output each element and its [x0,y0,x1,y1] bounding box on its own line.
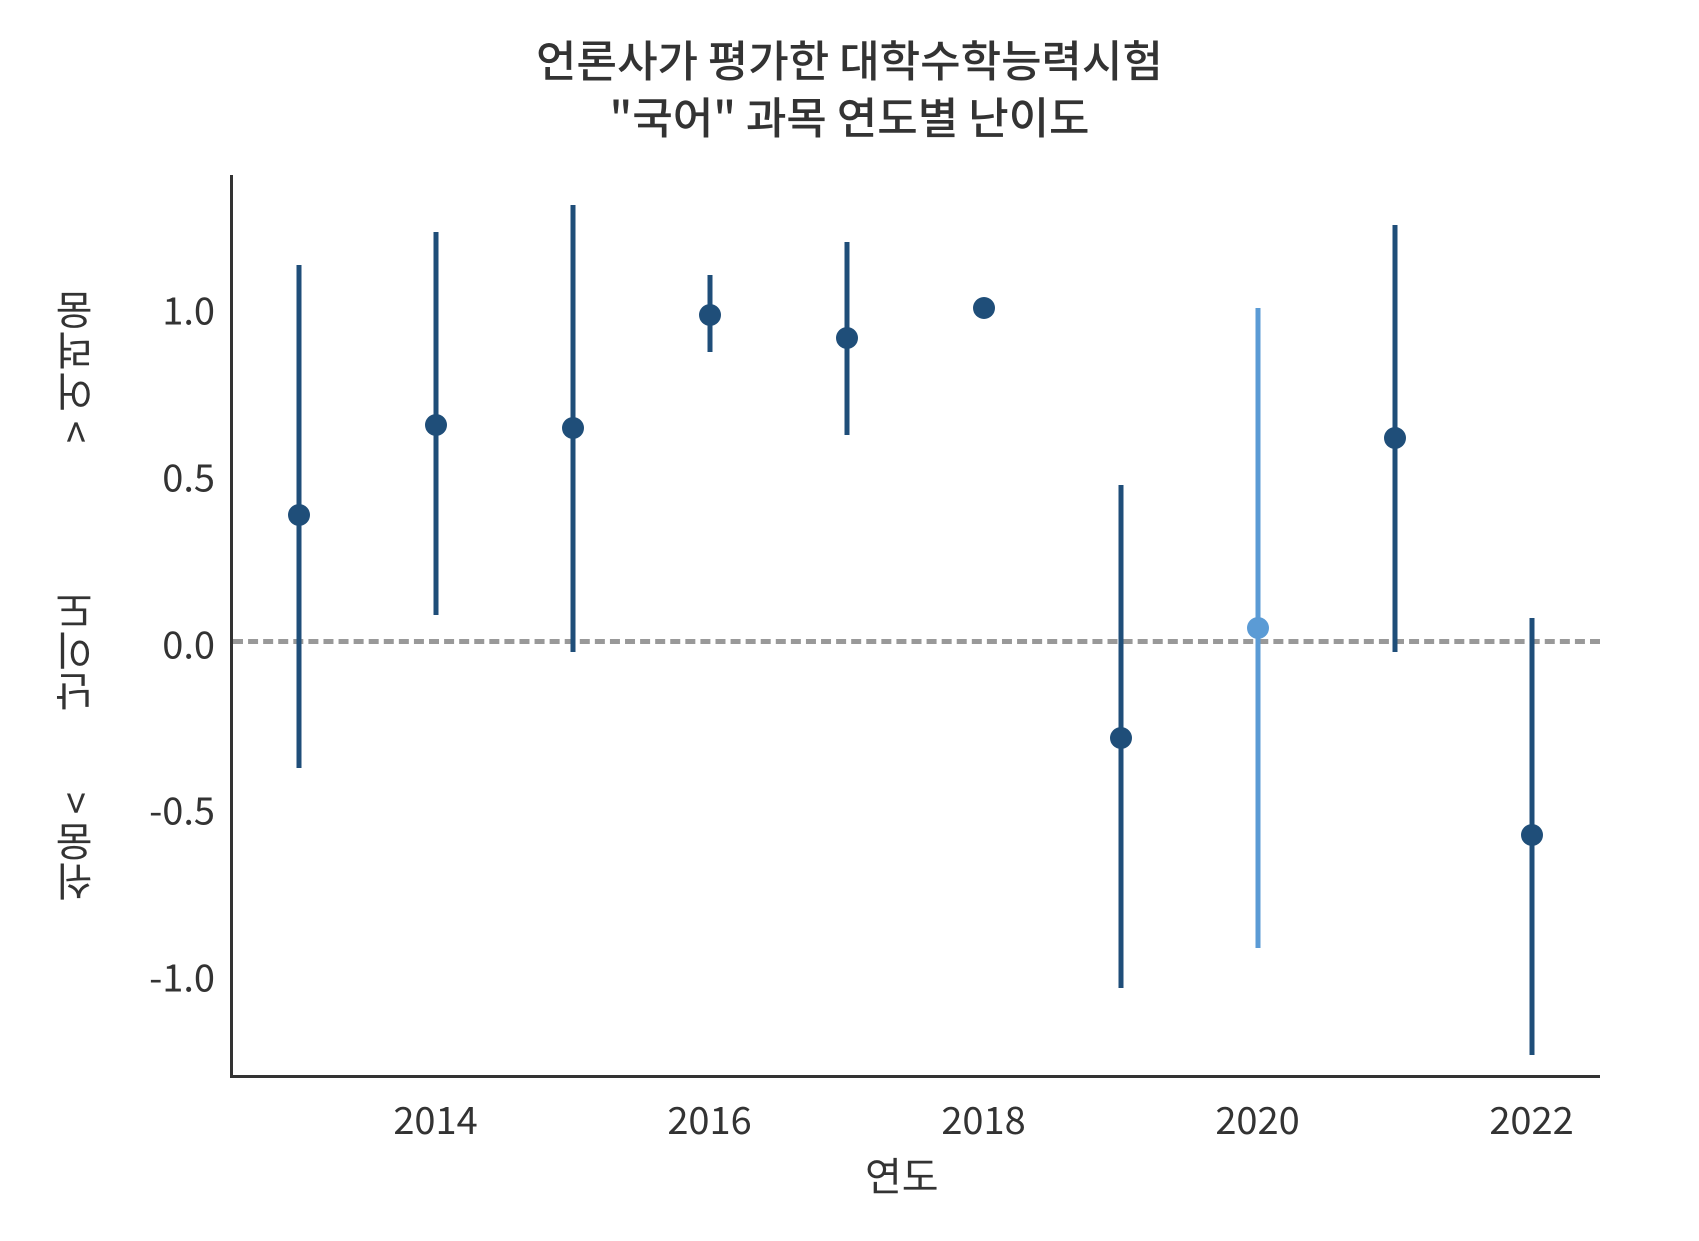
x-tick-label: 2016 [650,1090,770,1145]
x-tick-label: 2020 [1198,1090,1318,1145]
chart-title-line2: "국어" 과목 연도별 난이도 [609,83,1089,147]
data-point [699,304,721,326]
chart-container: 언론사가 평가한 대학수학능력시험 "국어" 과목 연도별 난이도 -1.0-0… [0,0,1699,1241]
data-point [973,297,995,319]
y-axis-label-hard: > 어려움 [45,292,103,443]
data-point [1110,727,1132,749]
x-axis-label: 연도 [865,1145,939,1203]
chart-title-line1: 언론사가 평가한 대학수학능력시험 [536,26,1163,90]
y-axis-label-mid: 난이도 [45,592,103,712]
y-axis-line [230,175,233,1075]
y-tick-label: 0.5 [115,448,215,503]
data-point [836,327,858,349]
x-tick-label: 2018 [924,1090,1044,1145]
plot-area: -1.0-0.50.00.51.020142016201820202022 [230,175,1600,1075]
x-tick-label: 2022 [1472,1090,1592,1145]
data-point [1521,824,1543,846]
data-point [562,417,584,439]
data-point [288,504,310,526]
y-tick-label: 0.0 [115,614,215,669]
x-tick-label: 2014 [376,1090,496,1145]
chart-title: 언론사가 평가한 대학수학능력시험 "국어" 과목 연도별 난이도 [0,30,1699,144]
data-point [1384,427,1406,449]
y-tick-label: -0.5 [115,781,215,836]
y-tick-label: 1.0 [115,281,215,336]
y-axis-label-easy: 쉬움 < [45,792,103,903]
data-point [425,414,447,436]
x-axis-line [230,1075,1600,1078]
y-tick-label: -1.0 [115,948,215,1003]
data-point [1247,617,1269,639]
